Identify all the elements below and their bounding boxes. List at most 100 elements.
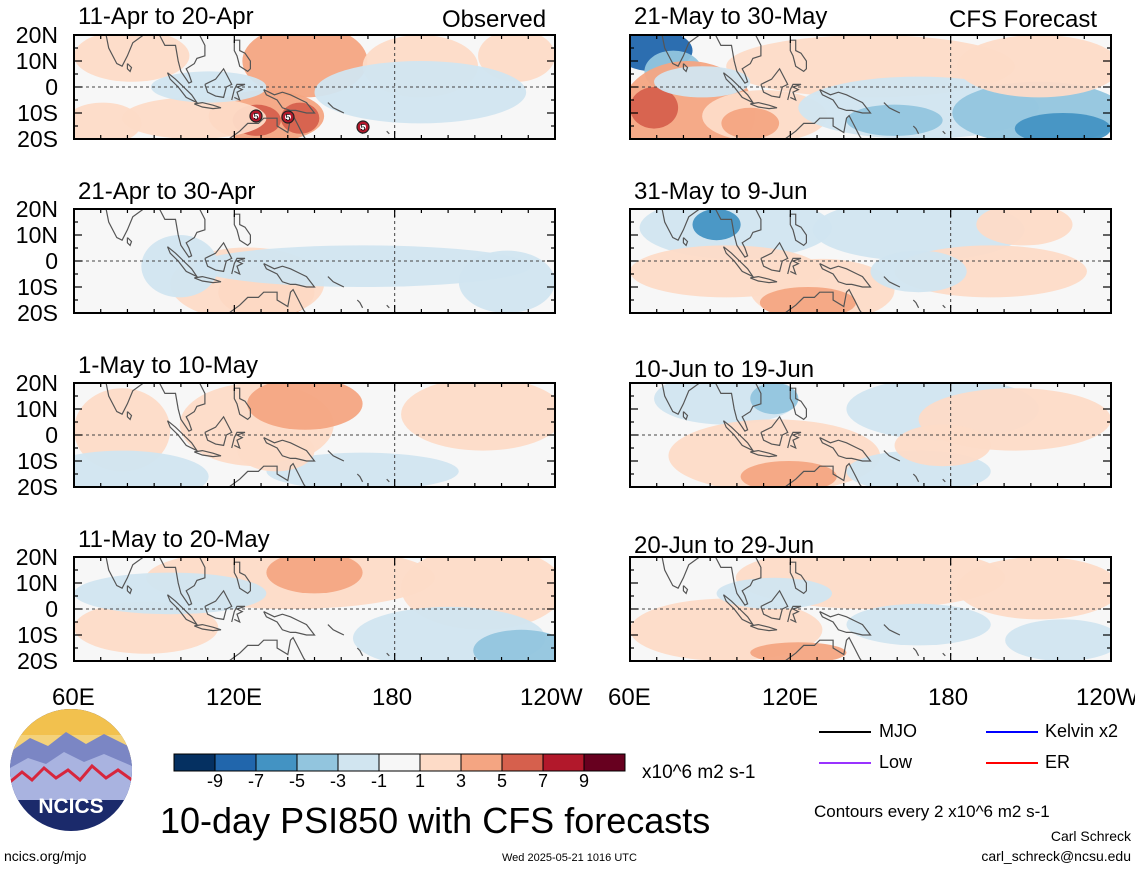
anomaly-contour [141, 235, 219, 298]
coastline [126, 585, 133, 595]
coastline [158, 35, 206, 84]
panel-title-6: 31-May to 9-Jun [634, 178, 808, 205]
colorbar-label: 7 [537, 771, 548, 791]
colorbar-swatch [419, 753, 462, 772]
coastline [722, 594, 755, 627]
author-email[interactable]: carl_schreck@ncsu.edu [981, 848, 1131, 864]
storm-marker: 5 [356, 120, 370, 134]
coastline [760, 67, 789, 99]
panel-title-5: 21-May to 30-May [634, 3, 828, 30]
coastline [760, 589, 789, 621]
coastline [912, 473, 920, 483]
lon-label-60e-left: 60E [52, 684, 95, 711]
coastline [789, 387, 807, 421]
coastline [158, 209, 206, 258]
colorbar-swatch [296, 753, 339, 772]
author-name: Carl Schreck [1050, 828, 1131, 844]
coastline [682, 63, 689, 73]
panel-title-2: 21-Apr to 30-Apr [78, 178, 256, 205]
anomaly-contour [1005, 619, 1111, 661]
coastline [682, 411, 689, 421]
anomaly-contour [74, 450, 209, 487]
anomaly-contour [314, 60, 527, 124]
lon-label-120w-left: 120W [520, 684, 583, 711]
lat-label: 10N [15, 222, 58, 248]
legend-lines [819, 731, 1038, 764]
coastline [789, 561, 807, 595]
legend-low-label: Low [879, 752, 913, 772]
lat-label: 20S [17, 648, 58, 674]
lat-label: 20N [15, 196, 58, 222]
colorbar-label: -3 [329, 771, 346, 791]
timestamp: Wed 2025-05-21 1016 UTC [502, 852, 637, 864]
coastline [722, 246, 755, 279]
panel-title-3: 1-May to 10-May [78, 352, 259, 379]
map-panel [73, 34, 556, 140]
figure-title: 10-day PSI850 with CFS forecasts [160, 800, 711, 841]
coastline [883, 450, 901, 462]
coastline [750, 623, 778, 632]
coastline [912, 125, 920, 135]
lat-label: 0 [45, 596, 58, 622]
legend-mjo-label: MJO [879, 721, 917, 741]
lat-label: 20S [17, 300, 58, 326]
coastline [386, 130, 390, 135]
anomaly-contour [692, 209, 741, 241]
storm-marker-label: 5 [285, 113, 290, 123]
lat-label: 20N [15, 370, 58, 396]
panel-title-8: 20-Jun to 29-Jun [634, 532, 815, 559]
lat-label: 10N [15, 48, 58, 74]
lon-label-180-left: 180 [372, 684, 413, 711]
coastline [912, 299, 920, 309]
anomaly-contour [247, 383, 363, 430]
colorbar-label: -9 [206, 771, 223, 791]
lon-label-120e-left: 120E [206, 684, 263, 711]
coastline [204, 67, 233, 99]
legend-kelvin-label: Kelvin x2 [1045, 721, 1119, 741]
colorbar-swatch [460, 753, 503, 772]
logo-text: NCICS [38, 795, 103, 818]
coastline [661, 209, 700, 241]
storm-markers: 5 5 5 [249, 109, 370, 134]
anomaly-contour [74, 102, 142, 139]
colorbar-swatch [255, 753, 298, 772]
lat-label: 10N [15, 570, 58, 596]
anomaly-contour [458, 250, 555, 313]
map-panel [629, 382, 1112, 488]
lat-label: 0 [45, 248, 58, 274]
coastline [233, 213, 251, 247]
anomaly-contour [266, 557, 363, 594]
coastline [783, 636, 863, 661]
coastline [750, 101, 778, 110]
contour-note: Contours every 2 x10^6 m2 s-1 [814, 802, 1050, 821]
coastline [714, 383, 762, 432]
coastline [105, 209, 144, 241]
coastline [714, 209, 762, 258]
coastline [227, 462, 307, 487]
colorbar-swatch [337, 753, 380, 772]
lon-label-120w-right: 120W [1076, 684, 1135, 711]
colorbar-label: -1 [370, 771, 387, 791]
lon-label-180-right: 180 [928, 684, 969, 711]
coastline [714, 35, 762, 84]
coastline [166, 594, 199, 627]
coastline [386, 652, 390, 657]
coastline [105, 557, 144, 589]
source-url[interactable]: ncics.org/mjo [4, 848, 87, 864]
column-label-observed: Observed [442, 6, 547, 33]
coastline [263, 437, 316, 462]
coastline [194, 101, 222, 110]
coastline [356, 647, 364, 657]
coastline [883, 276, 901, 288]
map-panel [73, 382, 556, 488]
anomaly-contour [401, 383, 555, 451]
coastline [327, 450, 345, 462]
map-panel [629, 208, 1112, 314]
coastline [263, 611, 316, 636]
anomaly-contour [74, 572, 267, 615]
anomaly-contour [478, 35, 555, 82]
anomaly-contour [721, 107, 780, 139]
coastline [227, 288, 307, 313]
anomaly-contour [740, 461, 837, 487]
